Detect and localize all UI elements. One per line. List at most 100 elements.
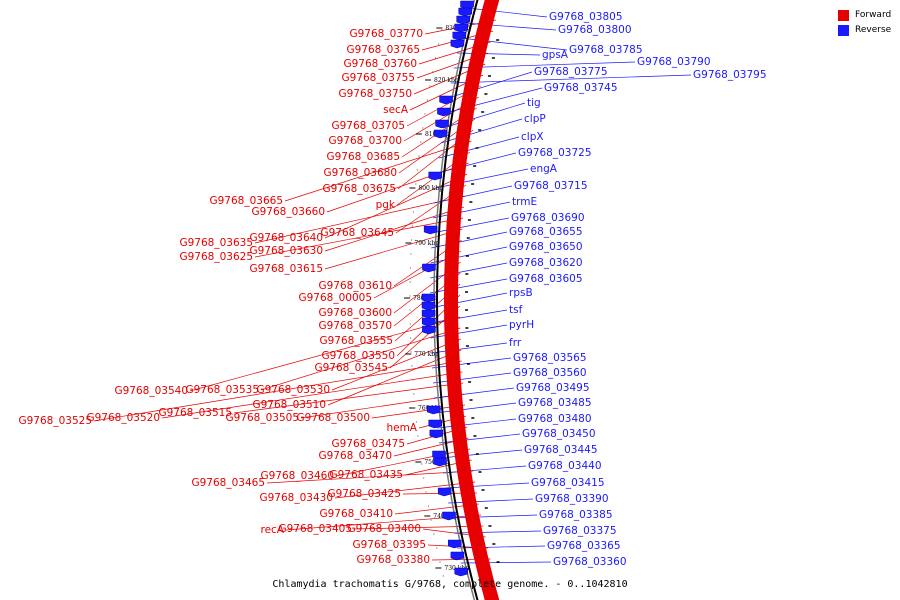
forward-gene-label: G9768_03765 <box>346 44 420 56</box>
forward-gene-label: G9768_03525 <box>18 415 92 427</box>
reverse-gene-label: G9768_03375 <box>543 525 617 537</box>
reverse-leader-line <box>430 262 508 279</box>
forward-gene-label: G9768_03755 <box>341 72 415 84</box>
reverse-feature-block <box>428 419 442 429</box>
scale-minor-dot <box>433 533 435 535</box>
reverse-leader-line <box>456 52 541 56</box>
forward-gene-label: G9768_03460 <box>260 470 334 482</box>
forward-gene-label: G9768_03750 <box>338 88 412 100</box>
reverse-gene-label: G9768_03605 <box>509 273 583 285</box>
reverse-feature-block <box>447 539 462 549</box>
scale-minor-dot <box>409 281 411 283</box>
scale-minor-dot <box>412 379 414 381</box>
reverse-gene-label: G9768_03485 <box>518 397 592 409</box>
genome-backbone-outer <box>436 0 479 600</box>
reverse-leader-line <box>442 102 526 129</box>
forward-leader-line <box>353 525 484 530</box>
reverse-leader-line <box>450 74 692 84</box>
forward-gene-label: G9768_03505 <box>225 412 299 424</box>
forward-leader-line <box>266 470 474 484</box>
forward-gene-label: G9768_03400 <box>347 523 421 535</box>
reverse-feature-block <box>421 301 436 311</box>
reverse-feature-block <box>458 7 472 17</box>
forward-gene-label: recA <box>260 524 284 536</box>
reverse-feature-block <box>427 405 441 415</box>
reverse-gene-label: G9768_03805 <box>549 11 623 23</box>
reverse-feature-block <box>439 95 453 105</box>
scale-minor-dot <box>409 323 411 325</box>
scale-tick-label: 770 kbp <box>414 351 439 358</box>
scale-minor-dot <box>413 197 416 199</box>
reverse-gene-label: G9768_03790 <box>637 56 711 68</box>
forward-leader-line <box>233 382 464 414</box>
forward-gene-label: G9768_03430 <box>259 492 333 504</box>
forward-gene-label: G9768_03570 <box>318 320 392 332</box>
forward-gene-label: G9768_03680 <box>323 167 397 179</box>
reverse-leader-line <box>448 498 534 504</box>
reverse-leader-line <box>447 71 533 99</box>
reverse-gene-label: engA <box>530 163 558 175</box>
reverse-gene-label: gpsA <box>542 49 569 61</box>
scale-minor-dot <box>412 211 414 213</box>
reverse-gene-label: G9768_03650 <box>509 241 583 253</box>
forward-gene-label: G9768_03405 <box>278 523 352 535</box>
legend-item-forward: Forward <box>838 9 891 21</box>
reverse-leader-line <box>431 217 510 234</box>
forward-gene-label: G9768_03435 <box>329 469 403 481</box>
reverse-leader-line <box>437 418 517 429</box>
scale-minor-dot <box>410 253 412 255</box>
forward-gene-label: secA <box>383 104 409 116</box>
scale-tick-label: 820 kbp <box>434 77 459 84</box>
scale-minor-dot <box>424 113 426 115</box>
forward-gene-label: G9768_03410 <box>319 508 393 520</box>
scale-minor-dot <box>415 183 417 185</box>
reverse-leader-line <box>445 482 530 489</box>
reverse-gene-label: G9768_03775 <box>534 66 608 78</box>
reverse-feature-block <box>422 263 436 273</box>
reverse-leader-line <box>429 292 508 309</box>
reverse-gene-label: G9768_03620 <box>509 257 583 269</box>
scale-minor-dot <box>441 29 443 31</box>
reverse-gene-label: G9768_03390 <box>535 493 609 505</box>
reverse-gene-label: G9768_03565 <box>513 352 587 364</box>
scale-minor-dot <box>411 225 413 227</box>
scale-minor-dot <box>442 575 444 577</box>
reverse-leader-line <box>453 530 542 534</box>
forward-gene-label: G9768_03675 <box>322 183 396 195</box>
forward-swatch <box>838 9 849 21</box>
scale-minor-dot <box>409 267 412 269</box>
scale-minor-dot <box>421 463 423 465</box>
reverse-feature-block <box>456 15 470 25</box>
reverse-swatch <box>838 24 849 36</box>
scale-minor-dot <box>419 449 421 451</box>
reverse-leader-line <box>429 278 508 294</box>
scale-minor-dot <box>420 141 422 143</box>
reverse-gene-label: G9768_03445 <box>524 444 598 456</box>
forward-leader-line <box>93 360 462 422</box>
reverse-gene-label: trmE <box>512 196 537 208</box>
scale-minor-dot <box>430 519 432 521</box>
reverse-gene-label: G9768_03655 <box>509 226 583 238</box>
genome-ring <box>433 0 500 600</box>
forward-gene-label: G9768_03465 <box>191 477 265 489</box>
forward-gene-label: G9768_03395 <box>352 539 426 551</box>
reverse-gene-label: G9768_03560 <box>513 367 587 379</box>
reverse-gene-label: G9768_03795 <box>693 69 767 81</box>
scale-minor-dot <box>414 407 416 409</box>
scale-minor-dot <box>425 491 427 493</box>
reverse-gene-label: G9768_03480 <box>518 413 592 425</box>
reverse-gene-label: G9768_03785 <box>569 44 643 56</box>
scale-minor-dot <box>422 127 424 129</box>
reverse-gene-label: G9768_03745 <box>544 82 618 94</box>
reverse-feature-block <box>437 107 451 117</box>
reverse-leader-line <box>434 387 515 399</box>
forward-gene-label: G9768_03685 <box>326 151 400 163</box>
reverse-feature-block <box>429 429 444 439</box>
reverse-feature-block <box>454 23 468 33</box>
reverse-gene-label: G9768_03385 <box>539 509 613 521</box>
reverse-gene-label: tsf <box>509 304 523 316</box>
reverse-feature-block <box>433 457 447 467</box>
reverse-feature-block <box>450 551 465 561</box>
reverse-gene-label: G9768_03725 <box>518 147 592 159</box>
forward-gene-label: G9768_03520 <box>86 412 160 424</box>
